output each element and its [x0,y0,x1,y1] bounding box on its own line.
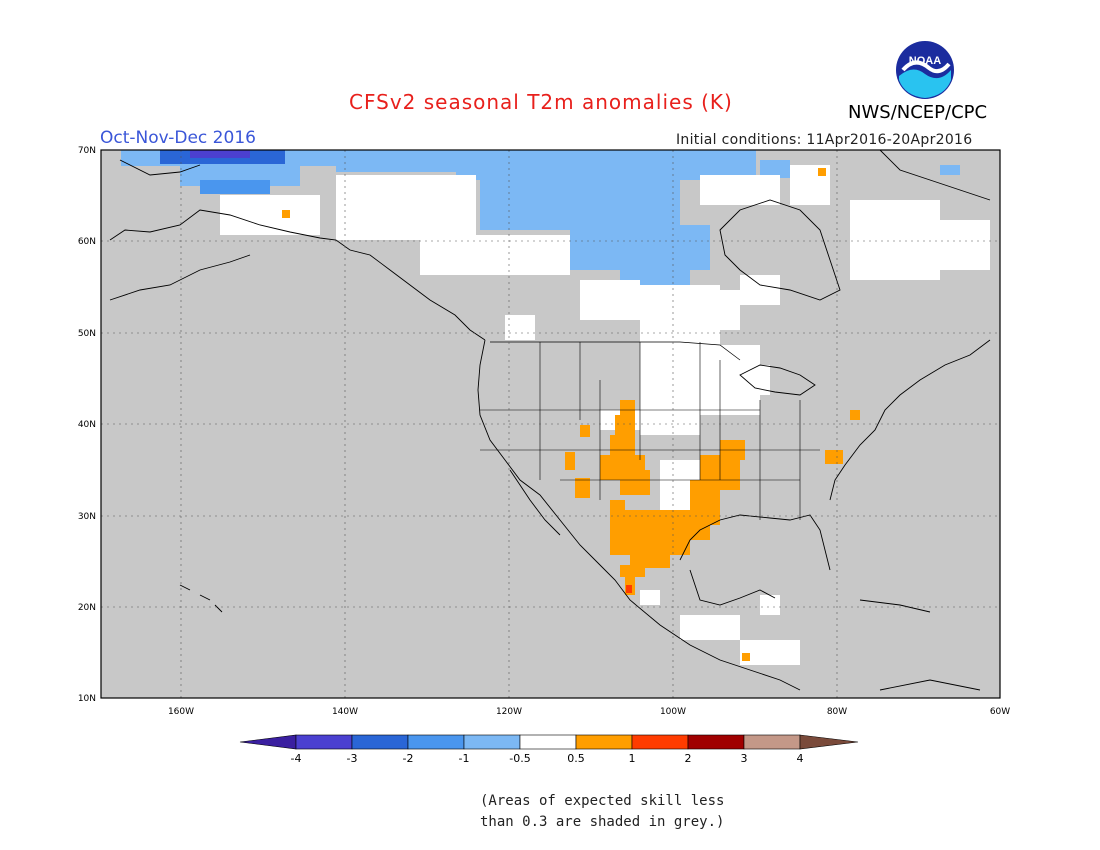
colorbar-label: 1 [629,752,636,765]
colorbar-label: 4 [797,752,804,765]
colorbar-label: 3 [741,752,748,765]
colorbar-label: -3 [347,752,358,765]
colorbar-label: 2 [685,752,692,765]
lon-label: 80W [827,707,847,717]
latitude-labels: 70N 60N 50N 40N 30N 20N 10N [78,146,96,704]
lat-label: 20N [78,603,96,613]
lat-label: 10N [78,694,96,704]
lat-label: 30N [78,512,96,522]
footnote-line: than 0.3 are shaded in grey.) [480,814,725,830]
colorbar-swatch [687,734,745,750]
colorbar-arrow-left [239,734,297,750]
colorbar-swatch [519,734,577,750]
colorbar-label: -0.5 [509,752,530,765]
colorbar-swatch [463,734,521,750]
agency-label: NWS/NCEP/CPC [848,102,988,123]
footnote: (Areas of expected skill less than 0.3 a… [480,791,724,833]
lon-label: 160W [168,707,194,717]
colorbar-label: -4 [291,752,302,765]
colorbar-swatch [743,734,801,750]
logo-text: NOAA [909,55,941,67]
colorbar-arrow-right [799,734,859,750]
colorbar-swatch [295,734,353,750]
graticule [101,150,1000,698]
longitude-labels: 160W 140W 120W 100W 80W 60W [168,707,1010,717]
lon-label: 140W [332,707,358,717]
colorbar-label: -1 [459,752,470,765]
lat-label: 40N [78,420,96,430]
colorbar: -4 -3 -2 -1 -0.5 0.5 1 2 3 4 [239,734,859,765]
lat-label: 60N [78,237,96,247]
lon-label: 100W [660,707,686,717]
land-outlines [109,149,991,691]
page-title: CFSv2 seasonal T2m anomalies (K) [349,90,733,114]
initial-conditions-label: Initial conditions: 11Apr2016-20Apr2016 [676,132,973,148]
strong-warm-cell [626,585,632,593]
noaa-logo: NOAA [895,40,955,100]
lon-label: 60W [990,707,1010,717]
period-label: Oct-Nov-Dec 2016 [100,128,256,148]
map-frame [100,149,1001,699]
lat-label: 70N [78,146,96,156]
colorbar-swatch [351,734,409,750]
lon-label: 120W [496,707,522,717]
colorbar-label: -2 [403,752,414,765]
colorbar-swatch [575,734,633,750]
near-normal-region [220,165,990,665]
colorbar-swatch [407,734,465,750]
lat-label: 50N [78,329,96,339]
colorbar-label: 0.5 [567,752,585,765]
footnote-line: (Areas of expected skill less [480,793,725,809]
cold-anomaly-region [121,150,960,285]
warm-anomaly-region [282,168,860,661]
colorbar-swatch [631,734,689,750]
